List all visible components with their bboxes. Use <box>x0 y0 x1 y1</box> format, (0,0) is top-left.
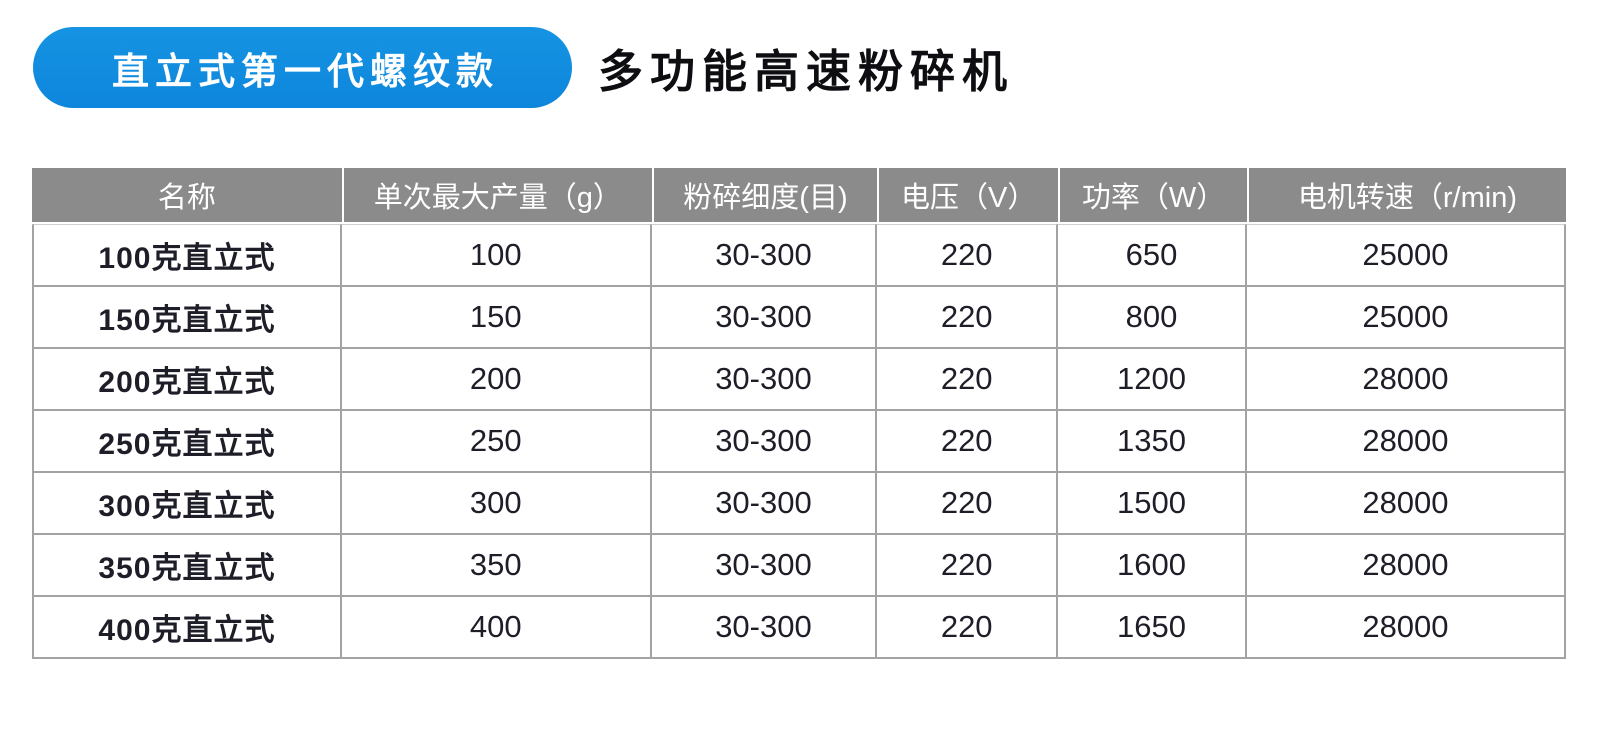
voltage-cell: 220 <box>877 224 1059 287</box>
model-name-cell: 350克直立式 <box>32 535 342 597</box>
model-name-cell: 300克直立式 <box>32 473 342 535</box>
power-cell: 650 <box>1058 224 1247 287</box>
model-name-cell: 250克直立式 <box>32 411 342 473</box>
motor-speed-cell: 28000 <box>1246 349 1566 411</box>
spec-table-body: 100克直立式 100 30-300 220 650 25000 150克直立式 150 30-… <box>32 224 1566 659</box>
model-name-cell: 200克直立式 <box>32 349 342 411</box>
model-series-badge: 直立式第一代螺纹款 <box>33 27 572 108</box>
max-output-cell: 250 <box>341 411 652 473</box>
voltage-cell: 220 <box>877 349 1059 411</box>
model-name-cell: 400克直立式 <box>32 597 342 659</box>
fineness-cell: 30-300 <box>651 411 878 473</box>
max-output-cell: 300 <box>341 473 652 535</box>
motor-speed-cell: 25000 <box>1246 224 1566 287</box>
max-output-cell: 150 <box>341 287 652 349</box>
spec-table: 名称 单次最大产量（g） 粉碎细度(目) 电压（V） 功率（W） 电机转速（r/… <box>32 168 1566 659</box>
power-cell: 800 <box>1058 287 1247 349</box>
page-header: 直立式第一代螺纹款 多功能高速粉碎机 <box>0 0 1620 108</box>
power-cell: 1650 <box>1058 597 1247 659</box>
motor-speed-cell: 28000 <box>1246 411 1566 473</box>
power-cell: 1200 <box>1058 349 1247 411</box>
motor-speed-cell: 28000 <box>1246 597 1566 659</box>
fineness-cell: 30-300 <box>651 473 878 535</box>
table-row: 150克直立式 150 30-300 220 800 25000 <box>32 287 1566 349</box>
fineness-cell: 30-300 <box>651 349 878 411</box>
motor-speed-cell: 28000 <box>1246 473 1566 535</box>
fineness-cell: 30-300 <box>651 287 878 349</box>
table-row: 100克直立式 100 30-300 220 650 25000 <box>32 224 1566 287</box>
max-output-cell: 350 <box>341 535 652 597</box>
column-header-power: 功率（W） <box>1058 168 1247 224</box>
table-row: 250克直立式 250 30-300 220 1350 28000 <box>32 411 1566 473</box>
power-cell: 1350 <box>1058 411 1247 473</box>
voltage-cell: 220 <box>877 597 1059 659</box>
power-cell: 1500 <box>1058 473 1247 535</box>
voltage-cell: 220 <box>877 287 1059 349</box>
motor-speed-cell: 25000 <box>1246 287 1566 349</box>
model-name-cell: 100克直立式 <box>32 224 342 287</box>
fineness-cell: 30-300 <box>651 535 878 597</box>
column-header-max-output: 单次最大产量（g） <box>341 168 652 224</box>
column-header-name: 名称 <box>32 168 342 224</box>
table-row: 200克直立式 200 30-300 220 1200 28000 <box>32 349 1566 411</box>
column-header-voltage: 电压（V） <box>877 168 1059 224</box>
fineness-cell: 30-300 <box>651 224 878 287</box>
column-header-fineness: 粉碎细度(目) <box>651 168 878 224</box>
max-output-cell: 400 <box>341 597 652 659</box>
spec-table-header: 名称 单次最大产量（g） 粉碎细度(目) 电压（V） 功率（W） 电机转速（r/… <box>32 168 1566 224</box>
table-row: 400克直立式 400 30-300 220 1650 28000 <box>32 597 1566 659</box>
max-output-cell: 200 <box>341 349 652 411</box>
product-title: 多功能高速粉碎机 <box>598 46 1015 97</box>
fineness-cell: 30-300 <box>651 597 878 659</box>
max-output-cell: 100 <box>341 224 652 287</box>
model-series-badge-label: 直立式第一代螺纹款 <box>112 50 499 92</box>
column-header-motor-speed: 电机转速（r/min) <box>1246 168 1566 224</box>
voltage-cell: 220 <box>877 473 1059 535</box>
voltage-cell: 220 <box>877 535 1059 597</box>
header-row: 名称 单次最大产量（g） 粉碎细度(目) 电压（V） 功率（W） 电机转速（r/… <box>32 168 1566 224</box>
table-row: 350克直立式 350 30-300 220 1600 28000 <box>32 535 1566 597</box>
voltage-cell: 220 <box>877 411 1059 473</box>
power-cell: 1600 <box>1058 535 1247 597</box>
model-name-cell: 150克直立式 <box>32 287 342 349</box>
table-row: 300克直立式 300 30-300 220 1500 28000 <box>32 473 1566 535</box>
motor-speed-cell: 28000 <box>1246 535 1566 597</box>
